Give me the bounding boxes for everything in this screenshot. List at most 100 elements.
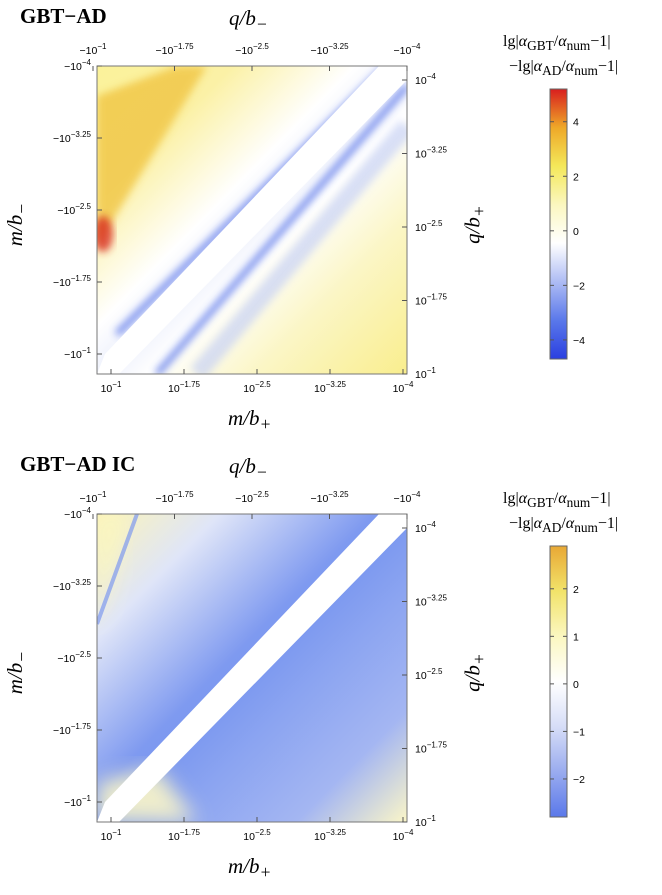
- right-tick-label: 10−2.5: [415, 219, 443, 234]
- left-tick-label-base: −10: [64, 509, 82, 521]
- red-spot: [97, 216, 113, 252]
- top-tick-label: −10−1.75: [155, 490, 194, 505]
- bottom-tick-label-exponent: −1: [112, 380, 122, 389]
- y-right-axis-label: q/b+: [460, 653, 489, 692]
- bottom-tick-label-base: 10: [101, 831, 113, 843]
- bottom-tick-label: 10−4: [393, 828, 414, 843]
- top-tick-label-base: −10: [310, 493, 328, 505]
- left-tick-label-base: −10: [53, 725, 71, 737]
- top-tick-label: −10−2.5: [235, 490, 269, 505]
- right-tick-label-exponent: −1: [427, 814, 437, 823]
- top-tick-label-exponent: −3.25: [328, 490, 349, 499]
- y-left-axis-label: m/b−: [3, 202, 32, 247]
- right-tick-label: 10−4: [415, 520, 436, 535]
- top-tick-label-base: −10: [235, 45, 253, 57]
- x-bottom-axis-label: m/b+: [228, 406, 272, 435]
- bottom-tick-label-base: 10: [243, 831, 255, 843]
- top-tick-label-base: −10: [155, 45, 173, 57]
- top-tick-label: −10−1: [80, 42, 107, 57]
- top-tick-label-exponent: −2.5: [253, 490, 269, 499]
- x-bottom-axis-label: m/b+: [228, 854, 272, 883]
- top-tick-label: −10−3.25: [310, 42, 349, 57]
- left-tick-label-base: −10: [57, 653, 75, 665]
- top-tick-label-base: −10: [80, 45, 98, 57]
- bottom-tick-label-exponent: −4: [404, 828, 414, 837]
- chart-panel-gbt-ad-ic: GBT−AD IC 10−1 10−1.75 10−2.5 10−3.25 10−4 −1…: [0, 448, 662, 895]
- bottom-tick-label: 10−3.25: [314, 380, 346, 395]
- left-tick-label: −10−3.25: [53, 130, 92, 145]
- plot-area: [97, 514, 407, 822]
- blue-streak: [97, 514, 139, 625]
- right-tick-label-exponent: −3.25: [427, 594, 448, 603]
- bottom-tick-label: 10−1.75: [168, 828, 200, 843]
- bottom-tick-label-base: 10: [314, 383, 326, 395]
- right-tick-label-exponent: −1.75: [427, 293, 448, 302]
- top-tick-label-base: −10: [155, 493, 173, 505]
- bottom-tick-label-base: 10: [393, 383, 405, 395]
- right-tick-label-base: 10: [415, 817, 427, 829]
- colorbar-tick-label: 0: [573, 679, 579, 691]
- bottom-tick-label: 10−1.75: [168, 380, 200, 395]
- bottom-tick-label: 10−2.5: [243, 828, 271, 843]
- right-tick-label-exponent: −2.5: [427, 667, 443, 676]
- bottom-tick-label-base: 10: [314, 831, 326, 843]
- colorbar-title-line2: −lg|αAD/αnum−1|: [509, 58, 619, 79]
- bottom-tick-label: 10−1: [101, 828, 122, 843]
- chart-title: GBT−AD: [20, 4, 107, 28]
- right-tick-label: 10−4: [415, 72, 436, 87]
- colorbar-tick-label: 1: [573, 631, 579, 643]
- top-tick-label-exponent: −1.75: [173, 42, 194, 51]
- warm-band: [97, 66, 207, 246]
- colorbar-tick-label: −2: [573, 280, 585, 292]
- colorbar: [549, 88, 568, 360]
- colorbar-tick-label: −4: [573, 335, 585, 347]
- left-tick-label-base: −10: [64, 349, 82, 361]
- diagonal-gap: [97, 66, 407, 374]
- right-tick-label: 10−1.75: [415, 741, 447, 756]
- bottom-tick-label: 10−3.25: [314, 828, 346, 843]
- left-tick-label-exponent: −2.5: [75, 202, 91, 211]
- bottom-tick-label-base: 10: [168, 383, 180, 395]
- blue-halo: [190, 120, 407, 374]
- colorbar-title-line1: lg|αGBT/αnum−1|: [503, 490, 611, 511]
- colorbar-title-line1: lg|αGBT/αnum−1|: [503, 33, 611, 54]
- colorbar-tick-label: 2: [573, 171, 579, 183]
- right-tick-label: 10−3.25: [415, 594, 447, 609]
- y-right-axis-label: q/b+: [460, 205, 489, 244]
- left-tick-label-base: −10: [53, 133, 71, 145]
- right-tick-label-base: 10: [415, 523, 427, 535]
- top-tick-label-base: −10: [394, 493, 412, 505]
- top-tick-label-exponent: −1: [97, 490, 107, 499]
- left-tick-label: −10−1: [64, 346, 91, 361]
- left-tick-label: −10−1.75: [53, 722, 92, 737]
- chart-panel-gbt-ad: GBT−AD 10−1 10−1.75 10−2.5 10−3.25 10−4 −10−1…: [0, 0, 662, 447]
- chart-title: GBT−AD IC: [20, 452, 136, 476]
- bottom-tick-label-base: 10: [243, 383, 255, 395]
- right-tick-label: 10−1: [415, 366, 436, 381]
- top-tick-label: −10−4: [394, 490, 421, 505]
- top-tick-label: −10−1: [80, 490, 107, 505]
- bottom-tick-label-base: 10: [168, 831, 180, 843]
- chart-svg: 10−1 10−1.75 10−2.5 10−3.25 10−4−10−1 −10−1.7…: [53, 490, 585, 843]
- left-tick-label: −10−1.75: [53, 274, 92, 289]
- top-tick-label: −10−1.75: [155, 42, 194, 57]
- left-tick-label-base: −10: [53, 581, 71, 593]
- right-tick-label-base: 10: [415, 744, 427, 756]
- right-tick-label-exponent: −2.5: [427, 219, 443, 228]
- top-tick-label-exponent: −4: [411, 42, 421, 51]
- left-tick-label-exponent: −1.75: [71, 274, 92, 283]
- left-tick-label: −10−1: [64, 794, 91, 809]
- left-tick-label: −10−2.5: [57, 202, 91, 217]
- right-tick-label-base: 10: [415, 296, 427, 308]
- top-tick-label-exponent: −3.25: [328, 42, 349, 51]
- top-tick-label-base: −10: [310, 45, 328, 57]
- left-tick-label-base: −10: [57, 205, 75, 217]
- left-tick-label-base: −10: [64, 797, 82, 809]
- colorbar: [549, 545, 568, 818]
- bottom-tick-label-base: 10: [101, 383, 113, 395]
- right-tick-label-exponent: −1: [427, 366, 437, 375]
- right-tick-label: 10−3.25: [415, 146, 447, 161]
- blue-streak-lower: [154, 84, 407, 374]
- bottom-tick-label-exponent: −2.5: [255, 828, 271, 837]
- right-tick-label: 10−1.75: [415, 293, 447, 308]
